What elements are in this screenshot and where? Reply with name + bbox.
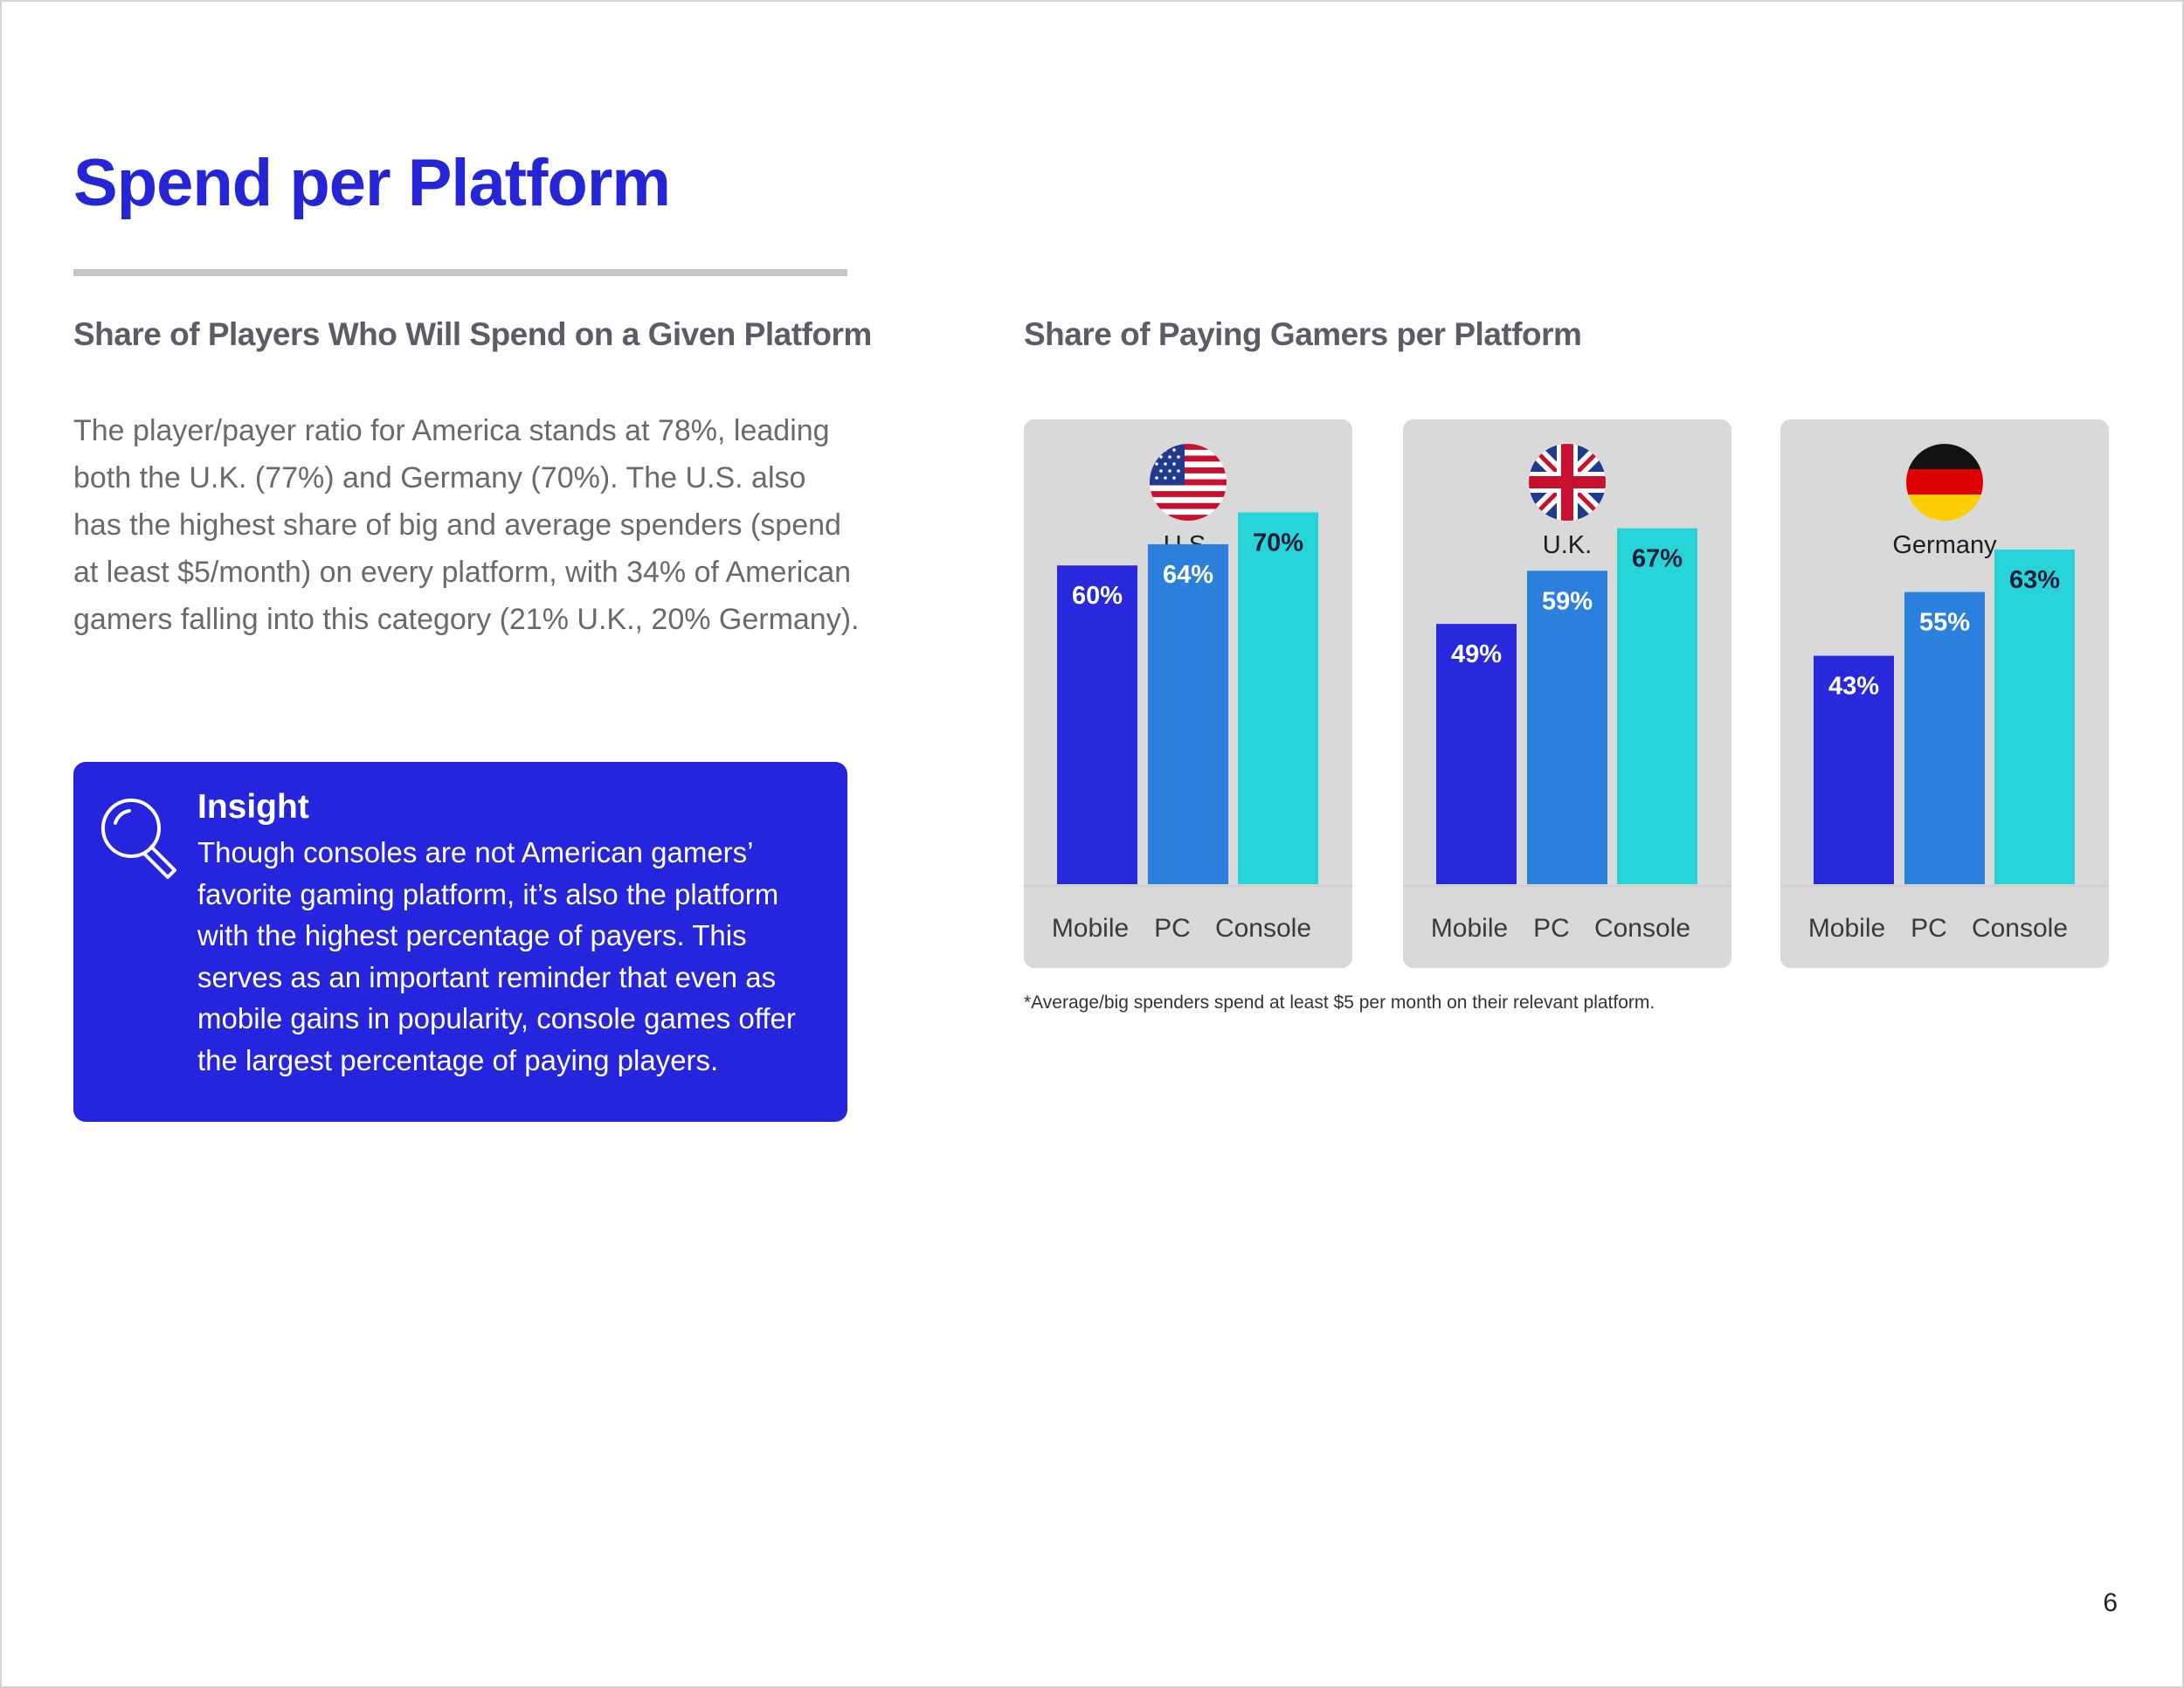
data-label-mobile: 49%: [1451, 640, 1502, 668]
chart-panel-uk: U.K. 49% 59% 67% Mobile PC Console: [1403, 419, 1731, 968]
left-section-heading: Share of Players Who Will Spend on a Giv…: [73, 316, 872, 352]
bar-console: [1617, 528, 1697, 884]
chart-panel-us: U.S. 60%64%70% Mobile PC Console: [1024, 419, 1352, 968]
category-label-mobile: Mobile: [1051, 914, 1130, 943]
page-title: Spend per Platform: [73, 146, 671, 220]
data-label-console: 70%: [1253, 529, 1303, 557]
uk-flag-icon: [1529, 444, 1606, 521]
data-label-pc: 55%: [1919, 609, 1970, 637]
body-paragraph: The player/payer ratio for America stand…: [73, 414, 860, 636]
category-label-console: Console: [1593, 914, 1691, 943]
title-divider: [73, 269, 847, 276]
insight-text: Though consoles are not American gamers’…: [197, 836, 796, 1076]
data-label-mobile: 60%: [1072, 582, 1123, 610]
data-label-console: 67%: [1632, 545, 1683, 573]
chart-panel-germany: Germany 43% 55% 63% Mobile PC Console: [1780, 419, 2109, 968]
category-label-mobile: Mobile: [1807, 914, 1886, 943]
data-label-pc: 59%: [1542, 587, 1593, 615]
bar-pc: [1148, 543, 1228, 884]
insight-box: Insight Though consoles are not American…: [73, 762, 847, 1122]
category-label-console: Console: [1971, 914, 2069, 943]
data-label-pc: 64%: [1163, 561, 1213, 589]
bar-console: [1994, 549, 2075, 884]
bar-mobile: [1057, 565, 1137, 884]
bar-mobile: [1814, 655, 1894, 884]
country-label-uk: U.K.: [1542, 531, 1593, 559]
insight-title: Insight: [197, 788, 309, 826]
page-number: 6: [2103, 1588, 2118, 1617]
footnote: *Average/big spenders spend at least $5 …: [1024, 993, 1655, 1013]
data-label-console: 63%: [2009, 566, 2060, 594]
category-label-pc: PC: [1911, 914, 1947, 943]
magnifier-icon: [101, 799, 176, 879]
bar-console: [1238, 512, 1318, 884]
bar-chart-us: 60% 64% 70%: [1024, 512, 1352, 887]
germany-flag-icon: [1906, 444, 1983, 521]
bar-chart-germany: 43% 55% 63%: [1780, 549, 2109, 887]
bar-chart-uk: 49% 59% 67%: [1403, 528, 1731, 887]
category-label-mobile: Mobile: [1430, 914, 1509, 943]
us-flag-icon: [1150, 444, 1227, 521]
chart-section-heading: Share of Paying Gamers per Platform: [1024, 316, 1582, 352]
category-label-pc: PC: [1154, 914, 1191, 943]
category-label-console: Console: [1214, 914, 1312, 943]
bar-pc: [1527, 571, 1607, 884]
data-label-mobile: 43%: [1828, 673, 1879, 701]
bar-pc: [1904, 591, 1985, 884]
country-label-germany: Germany: [1892, 531, 1997, 559]
bar-mobile: [1436, 624, 1517, 884]
category-label-pc: PC: [1533, 914, 1570, 943]
